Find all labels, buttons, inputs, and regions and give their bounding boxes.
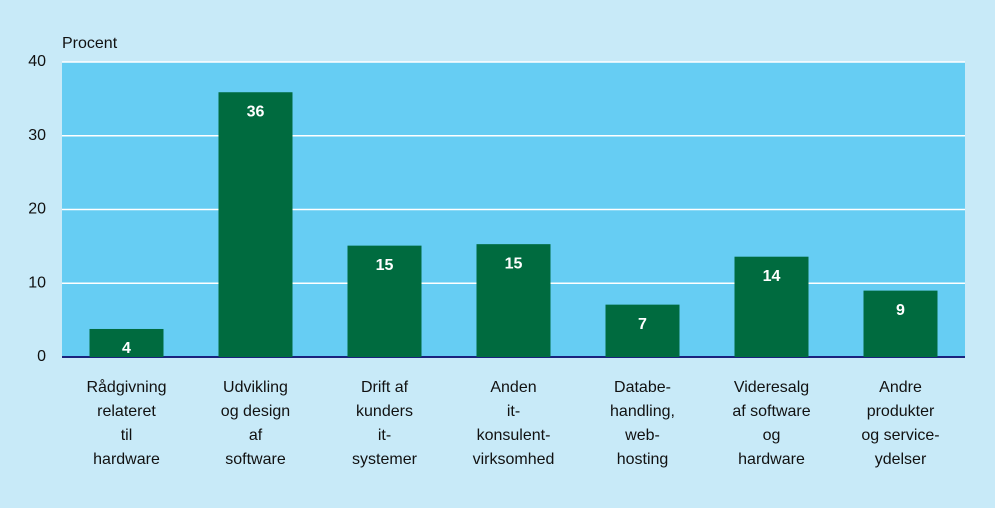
bar — [347, 245, 422, 357]
value-label: 7 — [638, 316, 647, 333]
value-label: 4 — [122, 340, 131, 357]
x-tick-label: web- — [624, 427, 660, 444]
y-tick-label: 30 — [28, 127, 46, 144]
x-tick-label: hosting — [617, 451, 669, 468]
x-tick-label: systemer — [352, 451, 418, 468]
value-label: 15 — [376, 257, 394, 274]
x-tick-label: kunders — [356, 403, 413, 420]
x-tick-label: af software — [732, 403, 810, 420]
bar — [476, 244, 551, 357]
bar — [734, 256, 809, 357]
value-label: 36 — [247, 103, 265, 120]
x-tick-label: af — [249, 427, 263, 444]
x-tick-label: it- — [507, 403, 520, 420]
x-tick-label: produkter — [867, 403, 935, 420]
bar — [605, 304, 680, 357]
x-tick-label: Videresalg — [734, 379, 809, 396]
x-tick-label: hardware — [738, 451, 805, 468]
x-tick-label: Databe- — [614, 379, 671, 396]
y-tick-label: 10 — [28, 274, 46, 291]
x-tick-label: og service- — [861, 427, 939, 444]
x-tick-label: Rådgivning — [86, 378, 166, 396]
value-label: 14 — [763, 268, 781, 285]
x-tick-label: it- — [378, 427, 391, 444]
x-tick-label: og design — [221, 403, 290, 420]
x-tick-label: Andre — [879, 379, 922, 396]
x-tick-label: Udvikling — [223, 379, 288, 396]
value-label: 9 — [896, 302, 905, 319]
x-tick-label: til — [121, 427, 133, 444]
x-tick-label: virksomhed — [473, 451, 555, 468]
x-tick-label: konsulent- — [477, 427, 551, 444]
x-tick-label: ydelser — [875, 451, 927, 468]
y-tick-label: 0 — [37, 348, 46, 365]
y-tick-label: 40 — [28, 53, 46, 70]
y-axis-label: Procent — [62, 35, 118, 52]
x-tick-label: relateret — [97, 403, 156, 420]
bar — [89, 328, 164, 357]
x-tick-label: hardware — [93, 451, 160, 468]
x-tick-label: Anden — [490, 379, 536, 396]
x-tick-label: Drift af — [361, 379, 409, 396]
x-tick-label: og — [763, 427, 781, 444]
x-tick-label: handling, — [610, 403, 675, 420]
bar — [218, 92, 293, 358]
x-tick-label: software — [225, 451, 286, 468]
y-tick-label: 20 — [28, 201, 46, 218]
bar — [863, 290, 938, 357]
value-label: 15 — [505, 255, 523, 272]
